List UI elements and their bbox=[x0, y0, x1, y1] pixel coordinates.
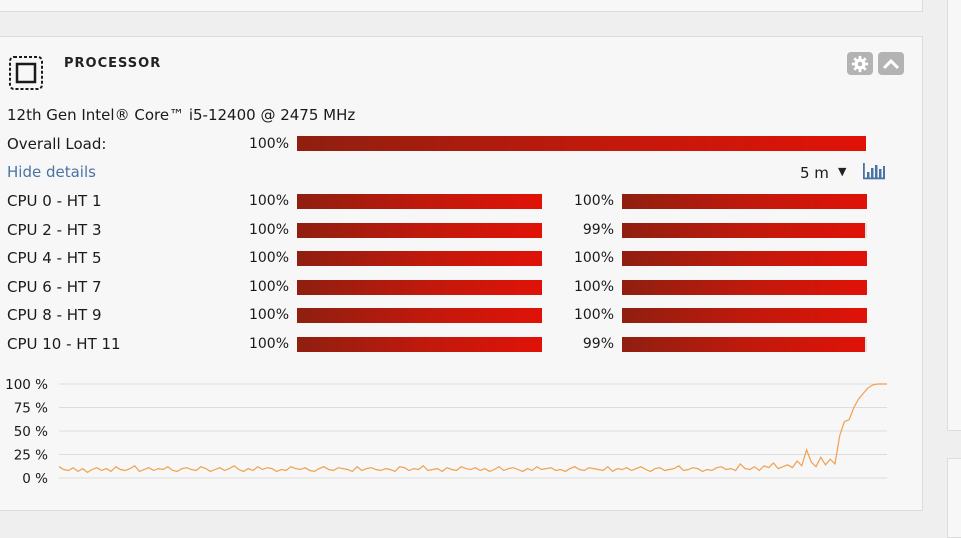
core-load-value: 100% bbox=[248, 335, 289, 352]
side-panel bbox=[947, 458, 961, 538]
thread-load-value: 100% bbox=[573, 307, 614, 323]
core-load-value: 100% bbox=[248, 278, 289, 295]
y-tick-label: 100 % bbox=[5, 377, 48, 393]
overall-load-value: 100% bbox=[248, 136, 289, 152]
thread-load-fill bbox=[622, 222, 865, 238]
overall-load-fill bbox=[297, 136, 866, 151]
collapse-button[interactable] bbox=[878, 52, 904, 75]
overall-load-label: Overall Load: bbox=[7, 135, 107, 153]
core-load-bar bbox=[297, 308, 542, 323]
thread-load-value: 100% bbox=[573, 250, 614, 266]
thread-load-fill bbox=[622, 194, 867, 209]
core-load-bar bbox=[297, 194, 542, 209]
core-load-bar bbox=[297, 279, 542, 295]
core-load-value: 100% bbox=[248, 193, 289, 209]
hide-details-link[interactable]: Hide details bbox=[7, 163, 96, 181]
core-load-fill bbox=[297, 251, 542, 266]
thread-load-value: 100% bbox=[573, 193, 614, 209]
thread-load-bar bbox=[622, 279, 867, 295]
previous-panel bbox=[0, 0, 923, 12]
core-load-value: 100% bbox=[248, 250, 289, 266]
core-load-fill bbox=[297, 222, 542, 238]
side-panel bbox=[947, 0, 961, 431]
bar-chart-icon[interactable] bbox=[862, 161, 886, 181]
triangle-down-icon[interactable]: ▼ bbox=[838, 165, 847, 178]
chevron-up-icon bbox=[882, 58, 900, 69]
thread-load-value: 99% bbox=[582, 221, 614, 238]
cpu-model: 12th Gen Intel® Core™ i5-12400 @ 2475 MH… bbox=[7, 106, 356, 124]
core-load-fill bbox=[297, 308, 542, 323]
thread-load-fill bbox=[622, 336, 865, 352]
core-load-value: 100% bbox=[248, 307, 289, 323]
y-tick-label: 0 % bbox=[22, 471, 48, 487]
y-tick-label: 75 % bbox=[14, 401, 48, 417]
load-history-chart: 100 % 75 % 50 % 25 % 0 % bbox=[5, 377, 887, 487]
core-load-fill bbox=[297, 279, 542, 295]
processor-panel: PROCESSOR 12th Gen Intel® Core™ i5-12400… bbox=[0, 36, 923, 511]
cpu-chip-icon bbox=[9, 56, 43, 90]
thread-load-bar bbox=[622, 222, 867, 238]
core-load-value: 100% bbox=[248, 221, 289, 238]
settings-button[interactable] bbox=[847, 52, 873, 75]
core-label: CPU 2 - HT 3 bbox=[7, 220, 102, 239]
core-load-bar bbox=[297, 222, 542, 238]
core-load-fill bbox=[297, 194, 542, 209]
thread-load-bar bbox=[622, 194, 867, 209]
core-load-bar bbox=[297, 251, 542, 266]
thread-load-fill bbox=[622, 279, 867, 295]
y-tick-label: 25 % bbox=[14, 448, 48, 464]
thread-load-fill bbox=[622, 308, 867, 323]
core-load-fill bbox=[297, 336, 542, 352]
core-label: CPU 0 - HT 1 bbox=[7, 192, 102, 210]
core-label: CPU 10 - HT 11 bbox=[7, 334, 121, 353]
core-label: CPU 6 - HT 7 bbox=[7, 277, 102, 296]
thread-load-bar bbox=[622, 336, 867, 352]
core-load-bar bbox=[297, 336, 542, 352]
thread-load-value: 99% bbox=[582, 335, 614, 352]
time-range-select[interactable]: 5 m bbox=[800, 164, 829, 182]
y-tick-label: 50 % bbox=[14, 424, 48, 440]
thread-load-fill bbox=[622, 251, 867, 266]
core-label: CPU 8 - HT 9 bbox=[7, 306, 102, 324]
thread-load-bar bbox=[622, 251, 867, 266]
panel-title: PROCESSOR bbox=[64, 56, 162, 71]
thread-load-value: 100% bbox=[573, 278, 614, 295]
core-label: CPU 4 - HT 5 bbox=[7, 249, 102, 267]
load-series-line bbox=[58, 383, 887, 474]
overall-load-bar bbox=[297, 136, 866, 151]
thread-load-bar bbox=[622, 308, 867, 323]
gear-icon bbox=[851, 55, 869, 72]
